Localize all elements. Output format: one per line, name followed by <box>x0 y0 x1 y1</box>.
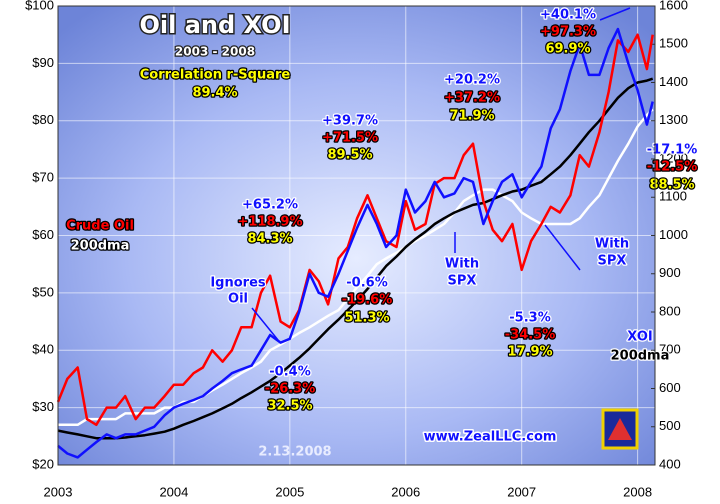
annotation: 88.5% <box>649 178 694 193</box>
annotation: -17.1% <box>647 143 698 158</box>
y2-tick-label: 800 <box>659 303 681 318</box>
x-tick-label: 2003 <box>44 484 73 499</box>
annotation: 84.3% <box>247 232 292 247</box>
y-tick-label: $100 <box>25 0 54 12</box>
y2-tick-label: 400 <box>659 456 681 471</box>
pointer <box>251 307 279 341</box>
y-tick-label: $80 <box>32 112 54 127</box>
annotation: 51.3% <box>344 311 389 326</box>
annotation: +37.2% <box>444 91 500 106</box>
annotation: 32.5% <box>267 399 312 414</box>
y-tick-label: $70 <box>32 170 54 185</box>
series-label: 200dma <box>611 349 670 364</box>
y2-tick-label: 1100 <box>659 189 687 204</box>
plot-border <box>57 5 656 466</box>
annotation: Correlation r-Square <box>140 68 291 83</box>
x-tick-label: 2004 <box>159 484 188 499</box>
annotation: +40.1% <box>540 8 596 23</box>
x-tick-label: 2006 <box>391 484 420 499</box>
y2-tick-label: 1000 <box>659 227 688 242</box>
series-label: Crude Oil <box>66 219 134 234</box>
annotation: Ignores <box>210 276 266 291</box>
lines <box>56 7 654 459</box>
annotation: +71.5% <box>322 131 378 146</box>
annotation: 89.4% <box>192 86 237 101</box>
annotation: +65.2% <box>242 198 298 213</box>
annotation: -12.5% <box>647 160 698 175</box>
y2-tick-label: 1400 <box>659 74 688 89</box>
annotation: With <box>595 237 629 252</box>
annotation: -26.3% <box>265 382 316 397</box>
annotation: 69.9% <box>545 42 590 57</box>
chart-subtitle: 2003 - 2008 <box>175 45 255 59</box>
y2-tick-label: 1500 <box>659 36 688 51</box>
x-tick-label: 2005 <box>275 484 304 499</box>
y2-tick-label: 500 <box>659 418 681 433</box>
y2-tick-label: 1300 <box>659 112 688 127</box>
annotation: 2.13.2008 <box>258 445 331 460</box>
annotation: -5.3% <box>509 311 550 326</box>
annotation: -0.4% <box>269 365 310 380</box>
y2-tick-label: 1200 <box>659 150 688 165</box>
annotation: +39.7% <box>322 114 378 129</box>
annotation: Oil <box>228 292 248 307</box>
annotation: +118.9% <box>237 215 302 230</box>
series-label: XOI <box>627 330 652 345</box>
labels: Oil and XOI 2003 - 2008 $20 $30 $40 $50 $60 $… <box>25 0 698 499</box>
series-line <box>58 108 654 427</box>
y2-tick-label: 1600 <box>659 0 688 12</box>
annotation: -34.5% <box>505 328 556 343</box>
series-line <box>56 33 654 427</box>
annotation: 17.9% <box>507 345 552 360</box>
annotation: +20.2% <box>444 73 500 88</box>
y2-tick-label: 600 <box>659 380 681 395</box>
logo <box>601 408 639 450</box>
annotation: With <box>445 257 479 272</box>
chart-title: Oil and XOI <box>139 11 290 39</box>
annotation: www.ZealLLC.com <box>424 430 557 445</box>
y2-tick-label: 900 <box>659 265 681 280</box>
y-tick-label: $30 <box>32 399 54 414</box>
annotation: 89.5% <box>327 148 372 163</box>
x-tick-label: 2007 <box>507 484 536 499</box>
annotation: -0.6% <box>346 276 387 291</box>
series-label: 200dma <box>71 239 130 254</box>
series-line <box>57 27 654 459</box>
pointer <box>599 7 631 21</box>
annotation: +97.3% <box>540 25 596 40</box>
y-tick-label: $90 <box>32 55 54 70</box>
x-tick-label: 2008 <box>623 484 652 499</box>
annotation: SPX <box>448 274 477 289</box>
y2-tick-label: 700 <box>659 342 681 357</box>
y-tick-label: $60 <box>32 227 54 242</box>
annotation: -19.6% <box>342 293 393 308</box>
annotation: 71.9% <box>449 109 494 124</box>
y-tick-label: $50 <box>32 284 54 299</box>
series-line <box>57 77 654 440</box>
y-tick-label: $20 <box>32 456 54 471</box>
annotation: SPX <box>598 254 627 269</box>
y-tick-label: $40 <box>32 342 54 357</box>
pointer <box>544 224 581 271</box>
